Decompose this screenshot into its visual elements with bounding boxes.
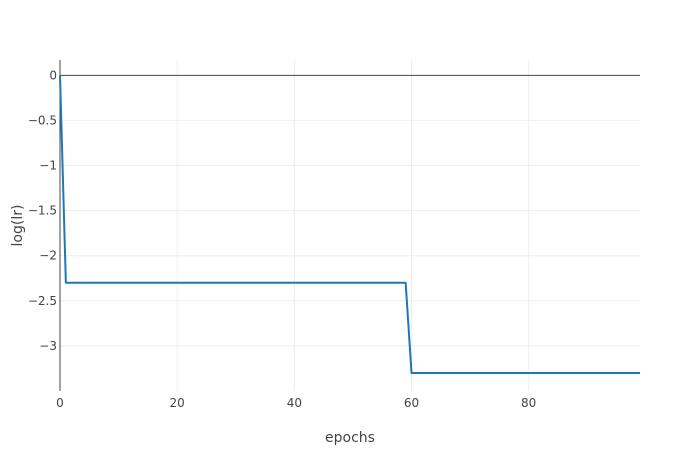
x-tick-label: 80	[521, 396, 536, 410]
y-tick-label: 0	[49, 68, 57, 82]
series-line	[59, 75, 640, 374]
axes	[59, 60, 640, 391]
y-tick-label: −1.5	[28, 204, 57, 218]
x-tick-label: 20	[170, 396, 185, 410]
x-tick-label: 60	[404, 396, 419, 410]
x-tick-label: 40	[287, 396, 302, 410]
x-axis-title: epochs	[325, 430, 375, 446]
y-axis-title: log(lr)	[10, 205, 26, 247]
tick-labels: 0 20 40 60 80 0 −0.5 −1 −1.5 −2 −2.5 −3	[28, 68, 536, 410]
y-tick-label: −0.5	[28, 113, 57, 127]
y-tick-label: −1	[39, 159, 57, 173]
y-tick-label: −3	[39, 339, 57, 353]
y-tick-label: −2	[39, 249, 57, 263]
grid-lines	[60, 60, 640, 391]
y-tick-label: −2.5	[28, 294, 57, 308]
series-layer	[59, 75, 640, 374]
x-tick-label: 0	[56, 396, 64, 410]
